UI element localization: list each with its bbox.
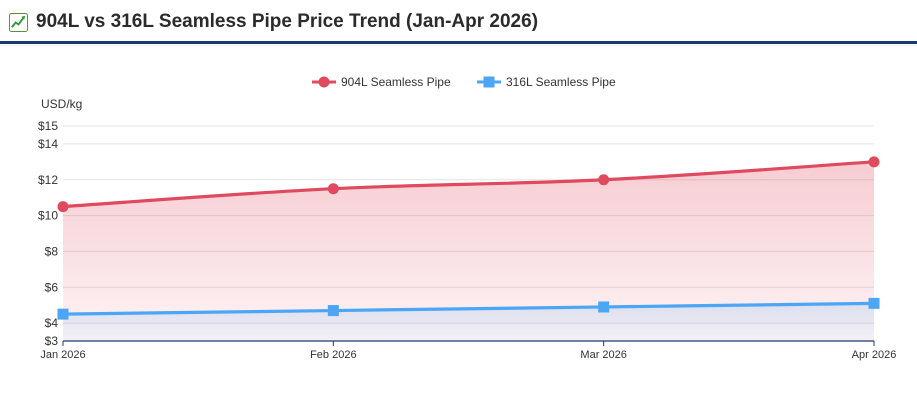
legend-label: 904L Seamless Pipe — [341, 75, 451, 89]
data-point-square — [598, 301, 610, 313]
data-point-circle — [868, 156, 880, 168]
y-tick-label: $14 — [38, 137, 58, 151]
axes: $3 $4 $6 $8 $10 $12 $14 $15 Jan 2026 Feb 2026 Mar … — [38, 119, 896, 361]
y-tick-label: $4 — [45, 316, 59, 330]
y-tick-label: $8 — [45, 244, 59, 258]
x-tick-label: Feb 2026 — [310, 349, 356, 361]
data-point-square — [57, 308, 69, 320]
series-line — [62, 301, 875, 316]
header: 904L vs 316L Seamless Pipe Price Trend (… — [0, 0, 917, 44]
series-markers — [57, 156, 880, 320]
y-axis-title: USD/kg — [41, 97, 82, 111]
x-tick-label: Jan 2026 — [40, 349, 85, 361]
price-trend-chart: $3 $4 $6 $8 $10 $12 $14 $15 Jan 2026 Feb 2026 Mar … — [0, 46, 917, 406]
chart-increasing-icon — [9, 13, 28, 32]
x-tick-label: Mar 2026 — [580, 349, 626, 361]
y-tick-label: $15 — [38, 119, 58, 133]
series-lines — [62, 160, 875, 316]
data-point-circle — [327, 183, 339, 195]
y-tick-label: $3 — [45, 334, 59, 348]
data-point-square — [327, 305, 339, 317]
data-point-circle — [598, 174, 610, 186]
series-area — [63, 161, 874, 341]
series-line — [62, 160, 875, 209]
x-tick-label: Apr 2026 — [852, 349, 897, 361]
data-point-square — [868, 297, 880, 309]
y-tick-label: $12 — [38, 173, 58, 187]
y-tick-label: $10 — [38, 209, 58, 223]
legend: 904L Seamless Pipe 316L Seamless Pipe — [312, 75, 616, 89]
legend-swatch-marker — [483, 76, 495, 88]
y-tick-label: $6 — [45, 280, 59, 294]
legend-swatch-marker — [318, 76, 330, 88]
legend-label: 316L Seamless Pipe — [506, 75, 616, 89]
data-point-circle — [57, 201, 69, 213]
chart-container: $3 $4 $6 $8 $10 $12 $14 $15 Jan 2026 Feb 2026 Mar … — [0, 46, 917, 406]
page-title: 904L vs 316L Seamless Pipe Price Trend (… — [36, 11, 539, 32]
